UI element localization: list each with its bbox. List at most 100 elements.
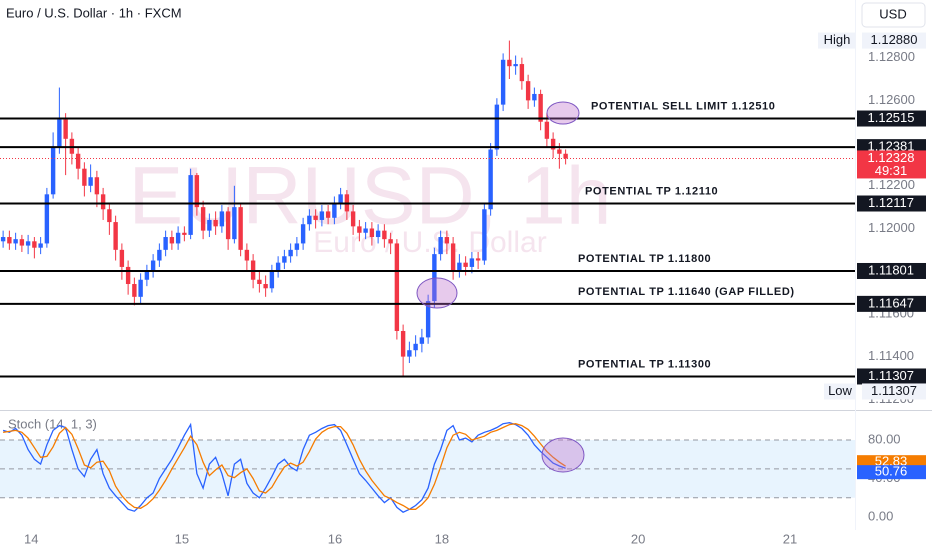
currency-button[interactable] xyxy=(861,2,926,28)
candle-body xyxy=(507,59,512,67)
candle-body xyxy=(263,284,268,289)
candle-body xyxy=(38,243,43,248)
candle-body xyxy=(500,59,506,105)
candle-body xyxy=(175,232,181,244)
candle-body xyxy=(463,262,468,267)
candle-body xyxy=(157,249,162,261)
level-annotation: POTENTIAL TP 1.12110 xyxy=(585,185,718,197)
y-tick-label: 1.12800 xyxy=(868,49,915,64)
candle-body xyxy=(213,219,218,227)
high-tag: High xyxy=(824,32,851,47)
level-label-box xyxy=(857,262,926,279)
level-annotation: POTENTIAL TP 1.11300 xyxy=(578,358,711,370)
candle-body xyxy=(138,279,143,297)
candle-body xyxy=(457,262,462,272)
candle-body xyxy=(288,249,293,257)
candle-body xyxy=(382,230,387,240)
candle-body xyxy=(538,93,543,122)
candle-body xyxy=(400,330,406,357)
candle-body xyxy=(94,177,100,195)
level-label: 1.12381 xyxy=(868,139,915,154)
candle-body xyxy=(0,237,6,242)
candle-body xyxy=(394,243,400,331)
chart-title: Euro / U.S. Dollar · 1h · FXCM xyxy=(6,5,182,20)
level-annotation: POTENTIAL TP 1.11800 xyxy=(578,253,711,265)
candle-body xyxy=(232,207,237,240)
candle-body xyxy=(13,239,18,244)
level-label: 1.11307 xyxy=(868,368,914,383)
candle-body xyxy=(357,226,362,233)
candle-body xyxy=(332,202,337,218)
candle-body xyxy=(525,81,531,101)
candle-body xyxy=(419,337,425,344)
candle-body xyxy=(444,237,450,244)
candle-body xyxy=(300,224,306,244)
level-annotation: POTENTIAL SELL LIMIT 1.12510 xyxy=(591,100,776,112)
candle-body xyxy=(325,211,331,218)
low-tag: Low xyxy=(828,383,852,398)
candle-body xyxy=(113,222,118,250)
candle-body xyxy=(338,194,343,203)
x-tick-label: 15 xyxy=(175,531,189,546)
level-label-box xyxy=(857,295,926,312)
candle-body xyxy=(7,237,12,244)
candle-body xyxy=(275,262,281,272)
currency-label[interactable]: USD xyxy=(879,6,906,21)
high-value-box xyxy=(862,32,926,49)
candle-body xyxy=(319,211,325,220)
low-value-box xyxy=(862,383,926,400)
candle-body xyxy=(557,149,562,154)
countdown-label: 49:31 xyxy=(875,163,908,178)
candle-body xyxy=(200,207,206,231)
level-annotation: POTENTIAL TP 1.11640 (GAP FILLED) xyxy=(578,286,795,298)
candle-body xyxy=(450,243,456,272)
x-tick-label: 16 xyxy=(328,531,342,546)
candle-body xyxy=(369,228,375,238)
candle-body xyxy=(513,64,518,67)
candle-body xyxy=(475,258,481,261)
candle-body xyxy=(88,177,93,186)
candle-body xyxy=(269,271,275,289)
watermark-name: Euro / U.S. Dollar xyxy=(313,226,546,259)
level-label-box xyxy=(857,368,926,385)
x-tick-label: 18 xyxy=(435,531,449,546)
candle-body xyxy=(44,194,50,244)
candle-body xyxy=(119,249,125,267)
candle-body xyxy=(363,228,368,233)
candle-body xyxy=(32,241,37,248)
candle-body xyxy=(563,153,568,159)
candle-body xyxy=(219,211,225,227)
stoch-value-box xyxy=(857,465,926,480)
candle-body xyxy=(225,211,231,240)
level-label-box xyxy=(857,110,926,127)
candle-body xyxy=(50,147,56,195)
level-label-box xyxy=(857,195,926,212)
candle-body xyxy=(519,64,525,82)
candle-body xyxy=(438,237,443,255)
candle-body xyxy=(388,239,393,244)
candle-body xyxy=(75,153,81,169)
stoch-title: Stoch (14, 1, 3) xyxy=(8,416,97,431)
level-label: 1.12117 xyxy=(868,195,914,210)
candle-body xyxy=(125,266,131,285)
stoch-tick-label: 0.00 xyxy=(868,508,893,523)
candle-body xyxy=(488,149,493,210)
candle-body xyxy=(207,219,212,231)
stoch-tick-label: 80.00 xyxy=(868,431,901,446)
level-label: 1.12515 xyxy=(868,110,915,125)
candle-body xyxy=(307,215,312,225)
high-value: 1.12880 xyxy=(871,32,918,47)
candle-body xyxy=(425,301,431,338)
stoch-line xyxy=(2,422,566,513)
candle-body xyxy=(257,279,262,285)
stoch-line xyxy=(3,423,566,510)
high-tag-box xyxy=(818,32,856,49)
candle-body xyxy=(63,119,68,139)
candle-body xyxy=(182,232,187,235)
candle-body xyxy=(313,215,318,220)
candle-body xyxy=(407,350,412,357)
candle-body xyxy=(238,207,243,250)
level-label: 1.11647 xyxy=(868,295,914,310)
highlight-circle xyxy=(416,277,458,309)
